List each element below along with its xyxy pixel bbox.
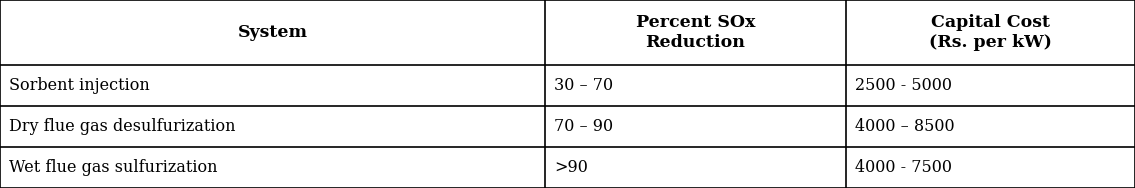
Text: 2500 - 5000: 2500 - 5000 bbox=[855, 77, 951, 94]
Text: Dry flue gas desulfurization: Dry flue gas desulfurization bbox=[9, 118, 236, 135]
Text: 30 – 70: 30 – 70 bbox=[554, 77, 613, 94]
Text: Capital Cost
(Rs. per kW): Capital Cost (Rs. per kW) bbox=[928, 14, 1052, 52]
Text: Percent SOx
Reduction: Percent SOx Reduction bbox=[636, 14, 755, 52]
Text: Sorbent injection: Sorbent injection bbox=[9, 77, 150, 94]
Text: 70 – 90: 70 – 90 bbox=[554, 118, 613, 135]
Text: Wet flue gas sulfurization: Wet flue gas sulfurization bbox=[9, 159, 218, 176]
Text: 4000 – 8500: 4000 – 8500 bbox=[855, 118, 955, 135]
Text: 4000 - 7500: 4000 - 7500 bbox=[855, 159, 951, 176]
Text: System: System bbox=[237, 24, 308, 41]
Text: >90: >90 bbox=[554, 159, 588, 176]
